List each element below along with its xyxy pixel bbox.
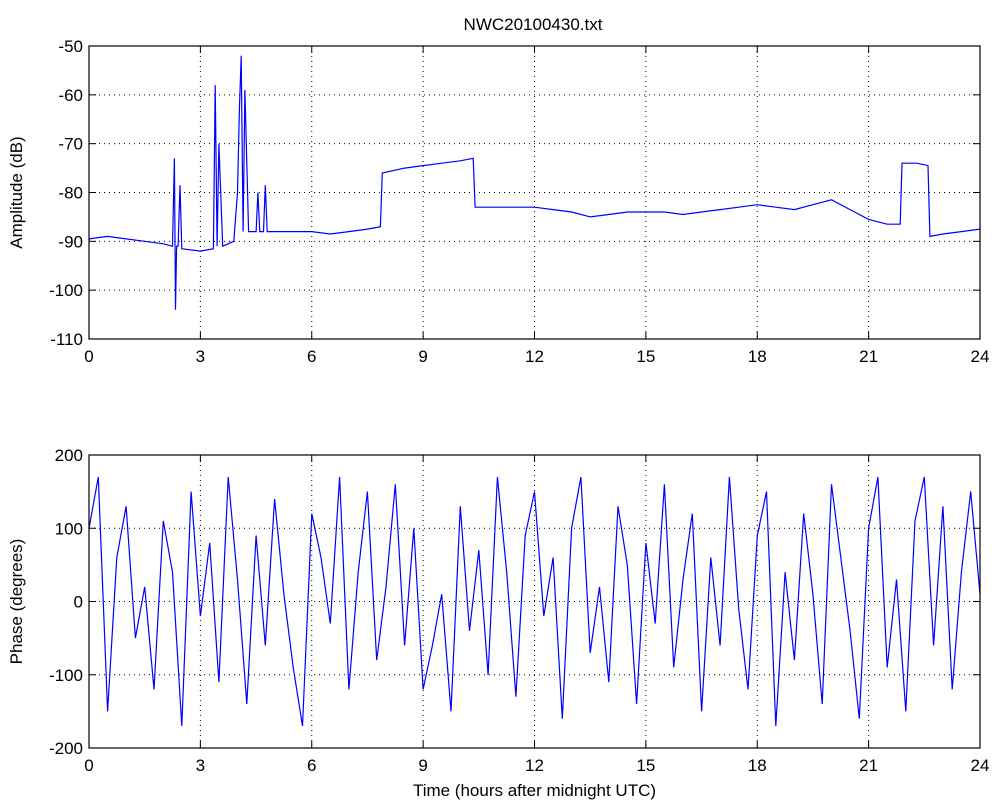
- amplitude-ylabel: Amplitude (dB): [7, 136, 26, 248]
- phase-xtick-label: 24: [971, 756, 990, 775]
- phase-ytick-label: 200: [55, 446, 83, 465]
- amplitude-xtick-label: 9: [418, 347, 427, 366]
- amplitude-ytick-label: -80: [58, 184, 83, 203]
- phase-xtick-label: 21: [859, 756, 878, 775]
- amplitude-xtick-label: 6: [307, 347, 316, 366]
- amplitude-xtick-label: 15: [636, 347, 655, 366]
- phase-xtick-label: 12: [525, 756, 544, 775]
- amplitude-xtick-label: 0: [84, 347, 93, 366]
- phase-ytick-label: 0: [74, 593, 83, 612]
- amplitude-xtick-label: 21: [859, 347, 878, 366]
- amplitude-ytick-label: -50: [58, 37, 83, 56]
- amplitude-ytick-label: -110: [50, 330, 83, 349]
- phase-ytick-label: -100: [49, 666, 83, 685]
- amplitude-ytick-label: -70: [58, 135, 83, 154]
- phase-xtick-label: 18: [748, 756, 767, 775]
- phase-xtick-label: 9: [418, 756, 427, 775]
- phase-series-line: [88, 476, 981, 727]
- amplitude-series-line: [88, 55, 981, 310]
- phase-ylabel: Phase (degrees): [7, 539, 26, 665]
- phase-ytick-label: -200: [49, 739, 83, 758]
- amplitude-xtick-label: 24: [971, 347, 990, 366]
- amplitude-ytick-label: -90: [58, 232, 83, 251]
- phase-xtick-label: 3: [196, 756, 205, 775]
- chart-title: NWC20100430.txt: [464, 15, 603, 34]
- phase-ytick-label: 100: [55, 519, 83, 538]
- amplitude-xtick-label: 12: [525, 347, 544, 366]
- phase-xlabel: Time (hours after midnight UTC): [413, 781, 656, 800]
- amplitude-xtick-label: 3: [196, 347, 205, 366]
- phase-panel: 0 3 6 9 12 15 18 21 24 -200 -100 0 100 200 Phase (degr…: [7, 446, 989, 800]
- phase-xtick-label: 6: [307, 756, 316, 775]
- amplitude-ytick-label: -60: [58, 86, 83, 105]
- phase-xtick-label: 15: [636, 756, 655, 775]
- amplitude-ytick-label: -100: [49, 281, 83, 300]
- amplitude-panel: 0 3 6 9 12 15 18 21 24 -110 -100 -90 -80 -70 -60 -50 Amp…: [7, 37, 989, 366]
- phase-xtick-label: 0: [84, 756, 93, 775]
- amplitude-xtick-label: 18: [748, 347, 767, 366]
